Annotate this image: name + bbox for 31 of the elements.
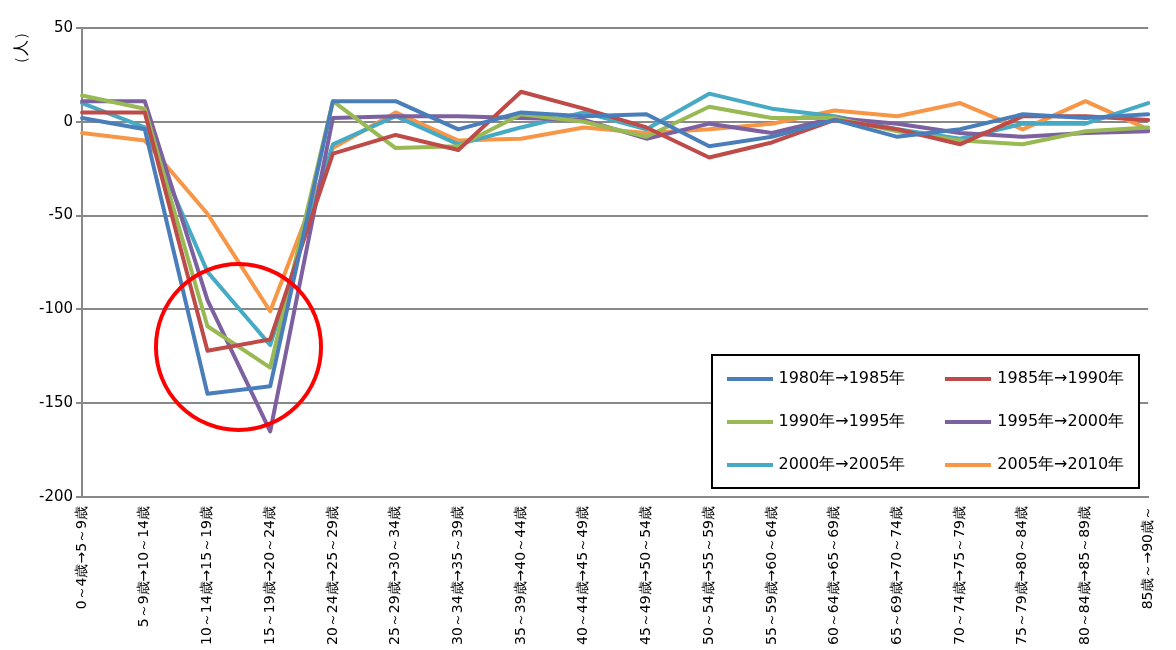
- x-tick-label: 10～14歳→15～19歳: [198, 506, 215, 646]
- legend-label: 1985年→1990年: [997, 368, 1125, 389]
- x-tick-label: 50～54歳→55～59歳: [699, 506, 716, 646]
- x-tick-label: 35～39歳→40～44歳: [511, 506, 528, 646]
- y-tick-label: 50: [53, 17, 74, 36]
- x-tick-label: 70～74歳→75～79歳: [950, 506, 967, 646]
- y-tick-label: -200: [39, 486, 74, 505]
- x-tick-label: 80～84歳→85～89歳: [1076, 506, 1093, 646]
- y-axis-title: （人）: [11, 24, 31, 72]
- x-tick-label: 40～44歳→45～49歳: [574, 506, 591, 646]
- legend-label: 1980年→1985年: [778, 368, 906, 389]
- x-tick-label: 75～79歳→80～84歳: [1013, 506, 1030, 646]
- legend-label: 2000年→2005年: [778, 454, 906, 475]
- x-tick-label: 30～34歳→35～39歳: [448, 506, 465, 646]
- legend-label: 1995年→2000年: [997, 411, 1125, 432]
- x-tick-label: 20～24歳→25～29歳: [323, 506, 340, 646]
- y-tick-label: 0: [63, 111, 74, 130]
- legend-label: 2005年→2010年: [997, 454, 1125, 475]
- y-tick-label: -50: [48, 205, 74, 224]
- x-tick-label: 55～59歳→60～64歳: [762, 506, 779, 646]
- x-tick-label: 25～29歳→30～34歳: [386, 506, 403, 646]
- x-tick-label: 45～49歳→50～54歳: [637, 506, 654, 646]
- y-tick-label: -100: [39, 299, 74, 318]
- x-tick-label: 0～4歳→5～9歳: [72, 506, 89, 610]
- x-tick-label: 15～19歳→20～24歳: [260, 506, 277, 646]
- legend-label: 1990年→1995年: [778, 411, 906, 432]
- x-tick-label: 60～64歳→65～69歳: [825, 506, 842, 646]
- x-tick-label: 5～9歳→10～14歳: [135, 506, 152, 628]
- y-tick-label: -150: [39, 393, 74, 412]
- x-tick-label: 85歳～→90歳～: [1138, 506, 1155, 610]
- x-tick-label: 65～69歳→70～74歳: [887, 506, 904, 646]
